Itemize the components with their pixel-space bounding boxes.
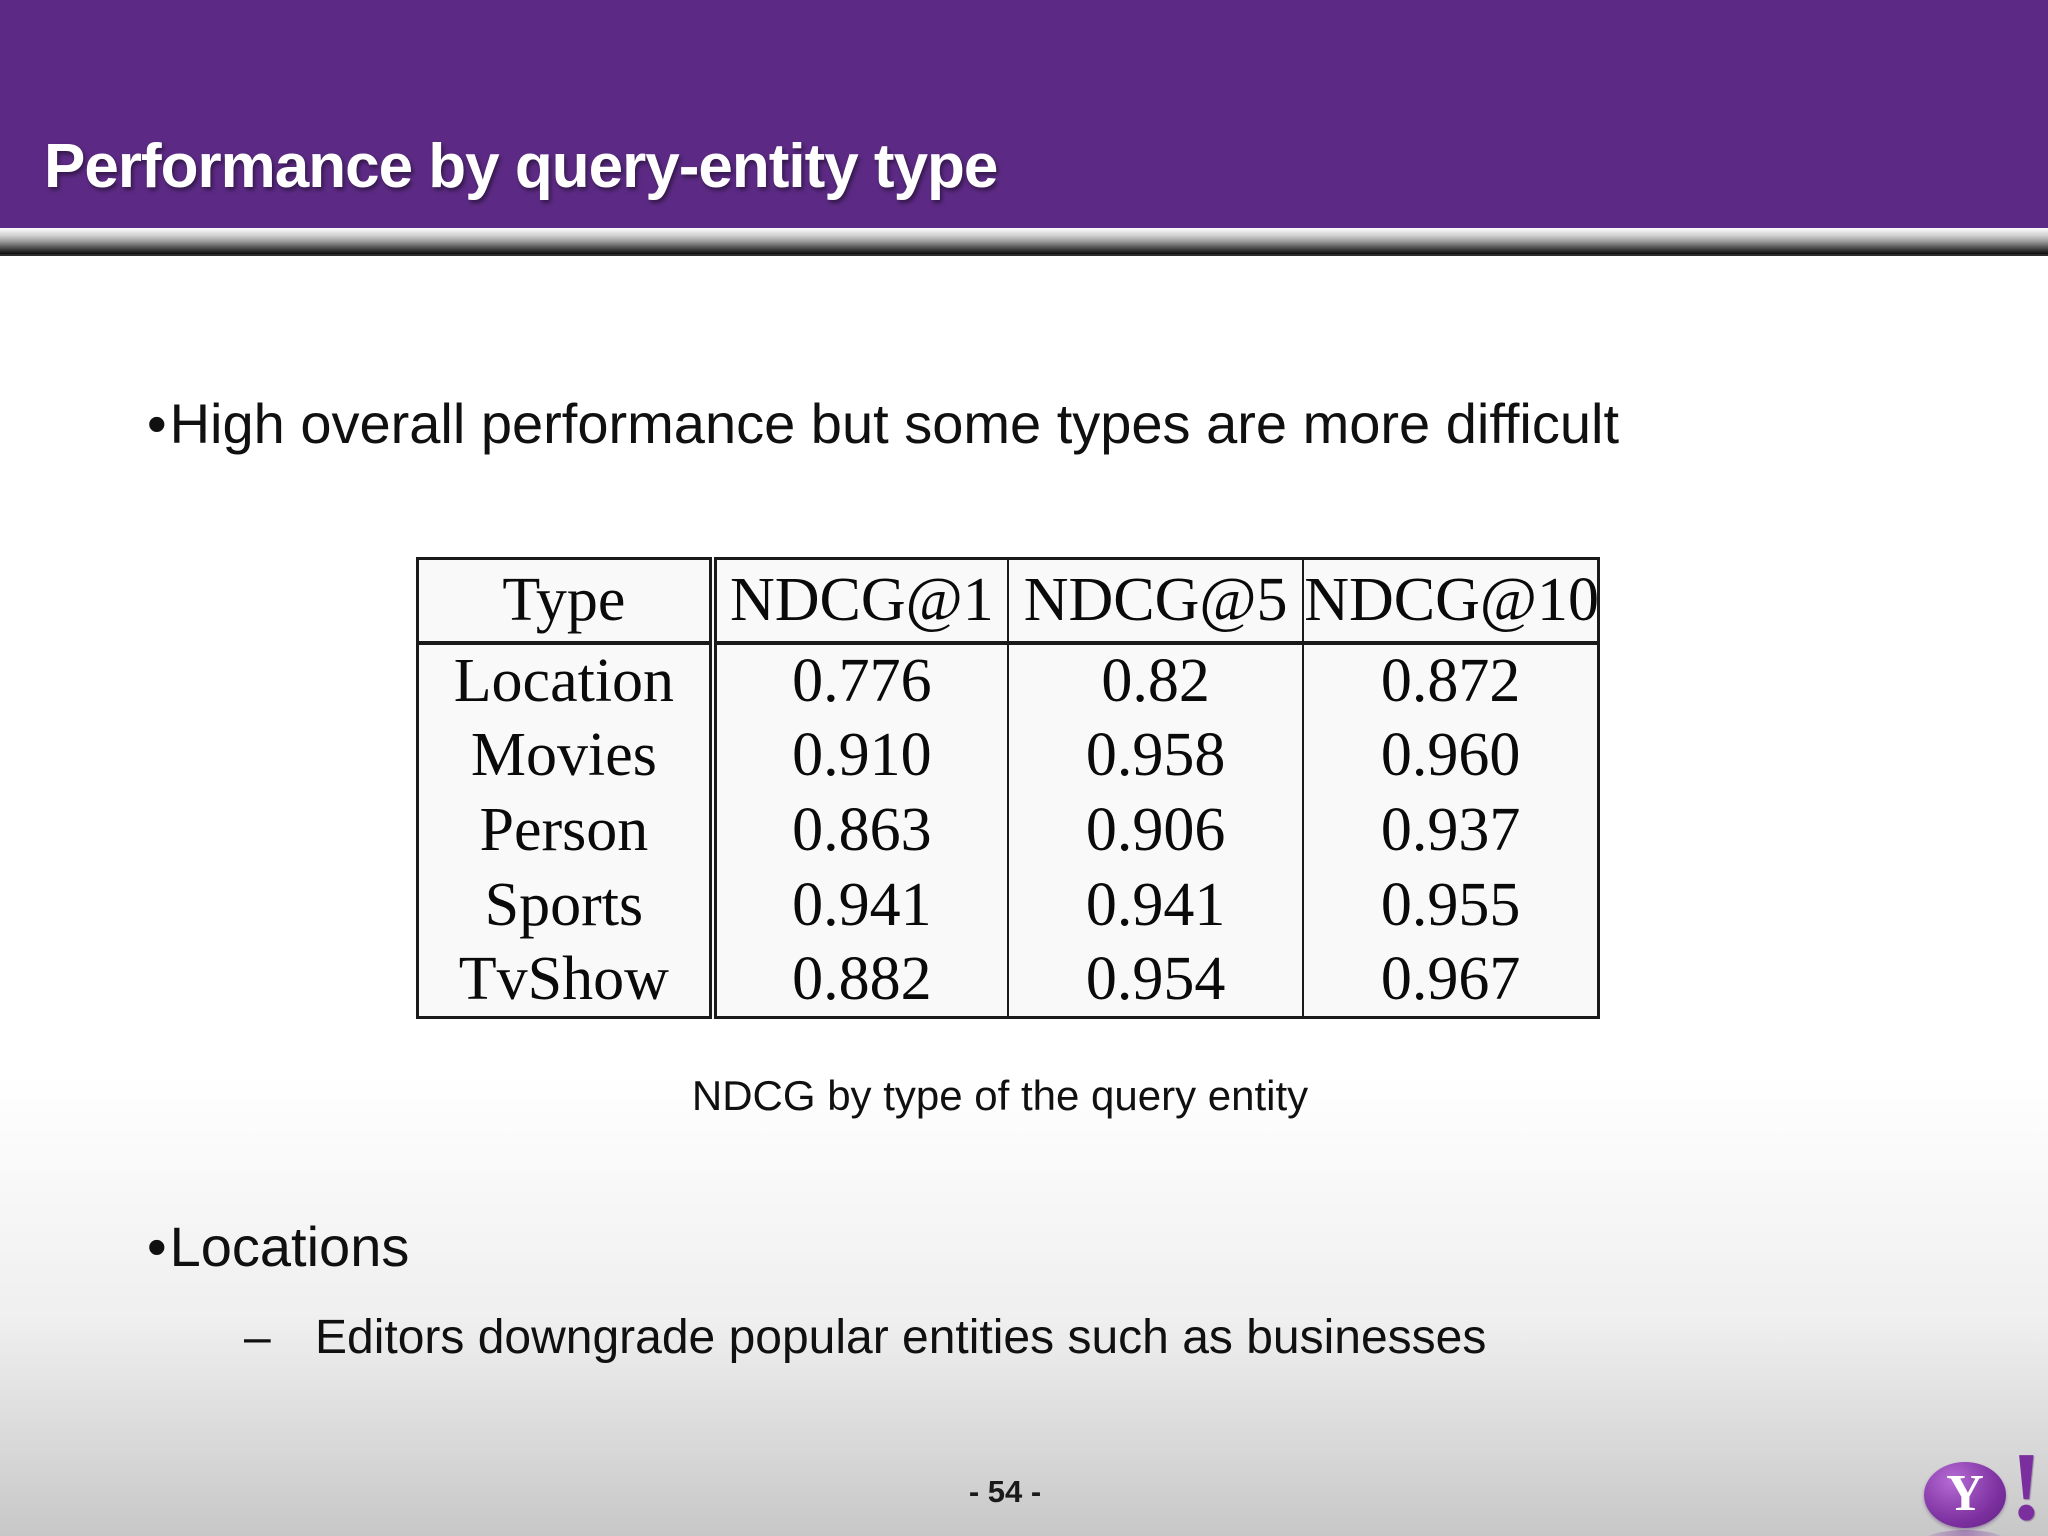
cell-ndcg10: 0.960	[1302, 717, 1599, 793]
cell-type: Sports	[417, 867, 717, 943]
yahoo-logo-exclamation: !	[2010, 1433, 2043, 1536]
yahoo-logo-oval: Y	[1924, 1462, 2006, 1528]
bullet-dot: •	[147, 1215, 167, 1278]
cell-type: TvShow	[417, 942, 717, 1018]
bullet-high-performance-text: High overall performance but some types …	[169, 392, 1620, 455]
header-divider-bar	[0, 228, 2048, 256]
table-row-tvshow: TvShow 0.882 0.954 0.967	[417, 942, 1599, 1018]
cell-ndcg1: 0.882	[711, 942, 1008, 1018]
bullet-high-performance: •High overall performance but some types…	[147, 392, 1619, 456]
table-caption: NDCG by type of the query entity	[691, 1072, 1309, 1119]
logo-reflection	[1924, 1530, 2006, 1536]
cell-ndcg5: 0.941	[1006, 867, 1304, 943]
header-bar: Performance by query-entity type	[0, 0, 2048, 228]
cell-ndcg1: 0.941	[711, 867, 1008, 943]
sub-bullet-editors: – Editors downgrade popular entities suc…	[244, 1310, 1486, 1365]
table-row-sports: Sports 0.941 0.941 0.955	[417, 867, 1599, 943]
dash-bullet: –	[244, 1311, 271, 1364]
sub-bullet-editors-text: Editors downgrade popular entities such …	[315, 1311, 1487, 1364]
yahoo-logo-icon: Y !	[1922, 1438, 2048, 1536]
cell-type: Movies	[417, 717, 717, 793]
table-header-ndcg10: NDCG@10	[1302, 558, 1599, 645]
ndcg-table-container: Type NDCG@1 NDCG@5 NDCG@10 Location 0.77…	[416, 557, 1600, 1019]
cell-type: Person	[417, 792, 717, 868]
cell-ndcg1: 0.776	[711, 642, 1008, 718]
page-number: - 54 -	[968, 1474, 1042, 1509]
cell-ndcg10: 0.872	[1302, 642, 1599, 718]
cell-ndcg10: 0.967	[1302, 942, 1599, 1018]
ndcg-table: Type NDCG@1 NDCG@5 NDCG@10 Location 0.77…	[416, 557, 1600, 1019]
yahoo-logo-y: Y	[1946, 1465, 1984, 1522]
table-header-type: Type	[417, 558, 717, 645]
table-header-row: Type NDCG@1 NDCG@5 NDCG@10	[417, 558, 1599, 645]
cell-ndcg1: 0.910	[711, 717, 1008, 793]
cell-ndcg5: 0.906	[1006, 792, 1304, 868]
bullet-dot: •	[147, 392, 167, 455]
table-row-movies: Movies 0.910 0.958 0.960	[417, 717, 1599, 793]
cell-ndcg1: 0.863	[711, 792, 1008, 868]
cell-type: Location	[417, 642, 717, 718]
cell-ndcg5: 0.958	[1006, 717, 1304, 793]
cell-ndcg10: 0.937	[1302, 792, 1599, 868]
bullet-locations: •Locations	[147, 1215, 409, 1279]
cell-ndcg5: 0.82	[1006, 642, 1304, 718]
table-header-ndcg1: NDCG@1	[711, 558, 1008, 645]
table-row-location: Location 0.776 0.82 0.872	[417, 642, 1599, 718]
bullet-locations-text: Locations	[169, 1215, 410, 1278]
table-row-person: Person 0.863 0.906 0.937	[417, 792, 1599, 868]
cell-ndcg5: 0.954	[1006, 942, 1304, 1018]
table-header-ndcg5: NDCG@5	[1006, 558, 1304, 645]
cell-ndcg10: 0.955	[1302, 867, 1599, 943]
slide-title: Performance by query-entity type	[44, 132, 998, 201]
